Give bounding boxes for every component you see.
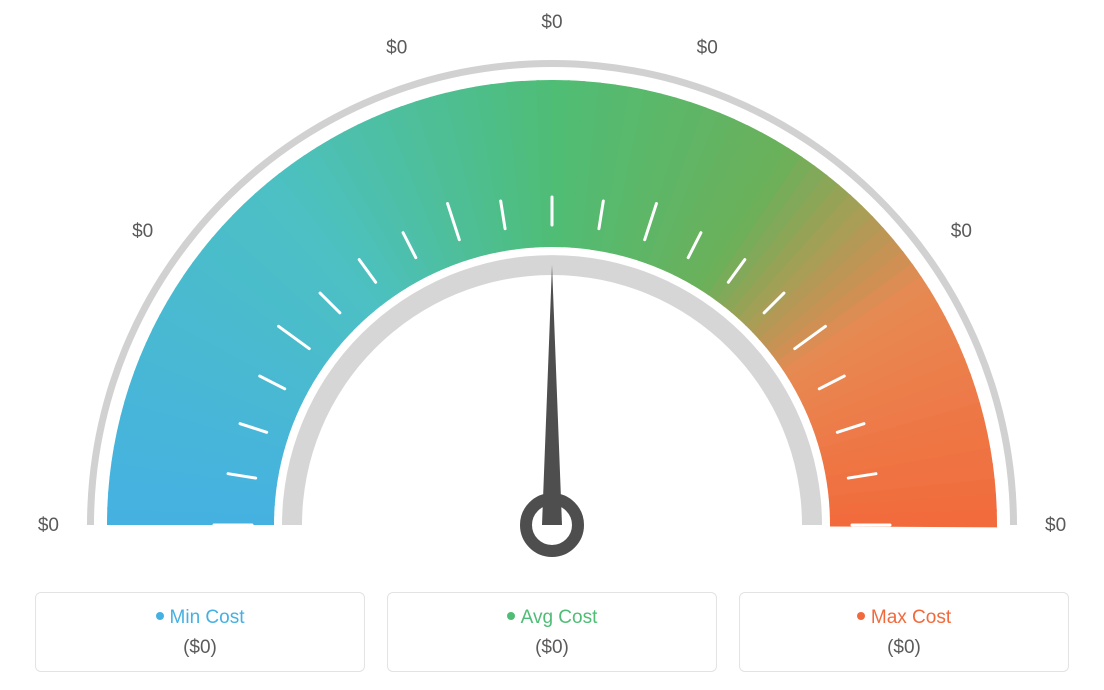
legend-text-max: Max Cost — [871, 607, 951, 628]
legend-dot-avg — [507, 612, 515, 620]
legend-row: Min Cost ($0) Avg Cost ($0) Max Cost ($0… — [35, 592, 1069, 672]
svg-text:$0: $0 — [386, 38, 407, 59]
svg-text:$0: $0 — [132, 221, 153, 242]
svg-text:$0: $0 — [38, 515, 59, 536]
legend-item-max: Max Cost ($0) — [739, 592, 1069, 672]
svg-text:$0: $0 — [541, 12, 562, 33]
gauge-chart: $0 $0 $0 $0 $0 $0 $0 — [0, 0, 1104, 560]
legend-dot-min — [156, 612, 164, 620]
legend-label-min: Min Cost — [46, 607, 354, 629]
legend-text-min: Min Cost — [170, 607, 245, 628]
legend-item-avg: Avg Cost ($0) — [387, 592, 717, 672]
legend-item-min: Min Cost ($0) — [35, 592, 365, 672]
cost-gauge-widget: $0 $0 $0 $0 $0 $0 $0 Min Cost ($0) Avg Cost ($… — [0, 0, 1104, 690]
legend-label-max: Max Cost — [750, 607, 1058, 629]
svg-text:$0: $0 — [1045, 515, 1066, 536]
gauge-svg: $0 $0 $0 $0 $0 $0 $0 — [0, 0, 1104, 560]
legend-text-avg: Avg Cost — [521, 607, 598, 628]
legend-label-avg: Avg Cost — [398, 607, 706, 629]
svg-text:$0: $0 — [951, 221, 972, 242]
svg-text:$0: $0 — [697, 38, 718, 59]
legend-dot-max — [857, 612, 865, 620]
legend-value-avg: ($0) — [398, 637, 706, 659]
legend-value-max: ($0) — [750, 637, 1058, 659]
legend-value-min: ($0) — [46, 637, 354, 659]
